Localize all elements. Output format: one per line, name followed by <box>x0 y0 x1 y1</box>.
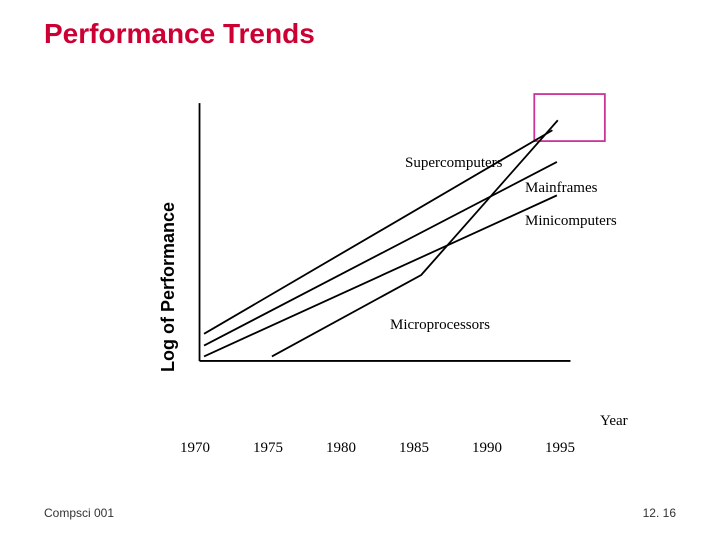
x-axis-title: Year <box>600 413 628 430</box>
series-label: Mainframes <box>525 180 597 197</box>
x-tick-label: 1995 <box>535 440 585 457</box>
slide-title: Performance Trends <box>44 18 315 50</box>
x-tick-label: 1985 <box>389 440 439 457</box>
series-label: Microprocessors <box>390 317 490 334</box>
x-tick-label: 1990 <box>462 440 512 457</box>
footer-slide-number: 12. 16 <box>643 506 676 520</box>
footer-course: Compsci 001 <box>44 506 114 520</box>
x-tick-label: 1975 <box>243 440 293 457</box>
series-label: Minicomputers <box>525 213 617 230</box>
slide: Performance Trends Log of Performance Su… <box>0 0 720 540</box>
x-tick-label: 1970 <box>170 440 220 457</box>
chart-area: Log of Performance <box>180 115 590 390</box>
y-axis-label: Log of Performance <box>158 202 179 372</box>
x-tick-label: 1980 <box>316 440 366 457</box>
series-label: Supercomputers <box>405 155 502 172</box>
